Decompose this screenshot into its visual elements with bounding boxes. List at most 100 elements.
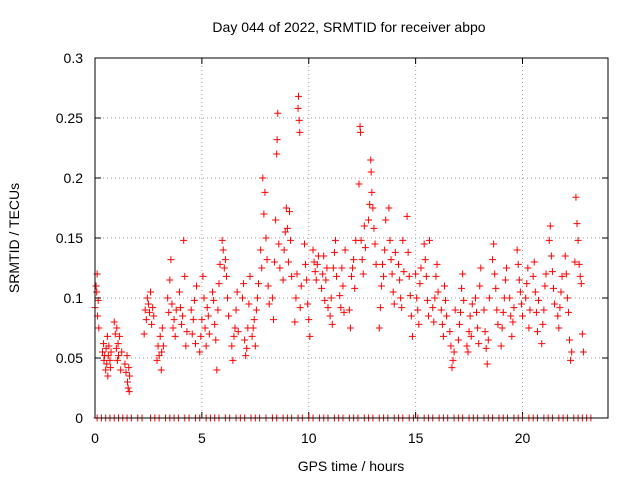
data-point [125,388,133,396]
data-point [359,270,367,278]
data-point [306,332,314,340]
data-point [178,320,186,328]
data-point [579,348,587,356]
data-point [287,236,295,244]
data-point [572,193,580,201]
data-point [574,236,582,244]
data-point [446,328,454,336]
data-point [494,320,502,328]
data-point [464,348,472,356]
data-point [576,272,584,280]
data-point [375,324,383,332]
data-point [214,306,222,314]
data-point [371,240,379,248]
data-point [388,270,396,278]
data-point [378,260,386,268]
data-point [158,324,166,332]
data-point [242,352,250,360]
data-point [514,260,522,268]
data-point [201,324,209,332]
data-point [170,316,178,324]
data-point [429,304,437,312]
data-point [182,342,190,350]
data-point [568,348,576,356]
data-point [438,320,446,328]
data-point [422,272,430,280]
x-axis-label: GPS time / hours [298,458,405,474]
data-point [199,272,207,280]
data-point [385,204,393,212]
data-point [510,304,518,312]
data-point [367,168,375,176]
data-point [426,236,434,244]
data-point [272,216,280,224]
data-point [485,294,493,302]
data-point [477,264,485,272]
data-point [268,294,276,302]
data-point [408,332,416,340]
data-point [275,240,283,248]
data-point [117,366,125,374]
data-point [339,282,347,290]
data-point [506,294,514,302]
data-point [454,336,462,344]
data-point [475,340,483,348]
data-point [416,280,424,288]
data-point [501,276,509,284]
data-point [430,318,438,326]
data-point [535,296,543,304]
data-point [468,300,476,308]
data-point [265,300,273,308]
data-point [146,308,154,316]
data-point [451,306,459,314]
data-point [389,288,397,296]
data-point [171,332,179,340]
y-tick-labels: 0 0.05 0.1 0.15 0.2 0.25 0.3 [56,50,83,426]
data-point [532,308,540,316]
data-point [492,284,500,292]
data-point [259,174,267,182]
data-point [204,312,212,320]
chart-title: Day 044 of 2022, SRMTID for receiver abp… [212,19,485,35]
data-point [395,260,403,268]
data-point [123,378,131,386]
data-point [424,312,432,320]
data-point [403,212,411,220]
data-point [197,332,205,340]
data-point [318,284,326,292]
data-point [294,92,302,100]
data-point [230,332,238,340]
data-point [210,296,218,304]
data-point [205,330,213,338]
data-point [224,294,232,302]
data-point [305,316,313,324]
data-point [326,312,334,320]
data-point [380,272,388,280]
data-point [271,258,279,266]
data-point [517,300,525,308]
data-point [421,256,429,264]
data-point [279,276,287,284]
data-point [274,109,282,117]
data-point [540,306,548,314]
data-point [282,204,290,212]
data-point [124,384,132,392]
data-point [400,268,408,276]
data-point [144,300,152,308]
data-point [323,264,331,272]
data-point [121,360,129,368]
data-point [312,276,320,284]
data-point [212,336,220,344]
data-point [562,270,570,278]
data-point [302,260,310,268]
x-tick-label: 20 [515,430,531,446]
data-point [547,252,555,260]
data-point [473,308,481,316]
data-point [431,294,439,302]
data-point [549,284,557,292]
data-point [458,284,466,292]
data-point [398,304,406,312]
data-point [257,246,265,254]
data-point [141,306,149,314]
y-tick-label: 0.05 [56,350,83,366]
